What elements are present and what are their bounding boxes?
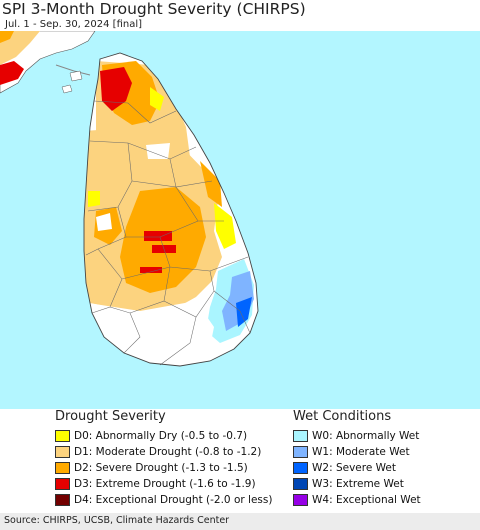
legend-label-w0: W0: Abnormally Wet xyxy=(312,430,420,442)
legend-item-w0: W0: Abnormally Wet xyxy=(293,428,421,444)
india-drought-patch xyxy=(0,31,40,65)
swatch-w1 xyxy=(293,446,308,458)
legend-item-w4: W4: Exceptional Wet xyxy=(293,492,421,508)
swatch-d2 xyxy=(55,462,70,474)
swatch-d1 xyxy=(55,446,70,458)
normal-pocket-west xyxy=(96,213,112,231)
d3-northwest xyxy=(100,67,132,111)
swatch-w2 xyxy=(293,462,308,474)
india-extreme-patch xyxy=(0,61,24,85)
legend-item-w1: W1: Moderate Wet xyxy=(293,444,421,460)
legend-label-w1: W1: Moderate Wet xyxy=(312,446,410,458)
d0-east xyxy=(214,203,236,249)
sri-lanka-outline xyxy=(83,52,259,367)
legend-wet-heading: Wet Conditions xyxy=(293,409,392,424)
legend-item-d2: D2: Severe Drought (-1.3 to -1.5) xyxy=(55,460,272,476)
adams-bridge xyxy=(55,64,91,76)
drought-fill xyxy=(84,61,254,366)
legend-label-d0: D0: Abnormally Dry (-0.5 to -0.7) xyxy=(74,430,248,442)
legend-label-w4: W4: Exceptional Wet xyxy=(312,494,421,506)
drought-map xyxy=(0,31,480,409)
swatch-w3 xyxy=(293,478,308,490)
india-severe-patch xyxy=(0,31,14,43)
jaffna-islet-b xyxy=(61,84,73,94)
legend-wet: Wet Conditions W0: Abnormally Wet W1: Mo… xyxy=(293,409,421,508)
d3-central-c xyxy=(140,267,162,273)
legend-item-d0: D0: Abnormally Dry (-0.5 to -0.7) xyxy=(55,428,272,444)
legend-label-d3: D3: Extreme Drought (-1.6 to -1.9) xyxy=(74,478,256,490)
legend-item-d4: D4: Exceptional Drought (-2.0 or less) xyxy=(55,492,272,508)
d0-north xyxy=(150,87,164,111)
swatch-d3 xyxy=(55,478,70,490)
legend-label-w3: W3: Extreme Wet xyxy=(312,478,404,490)
footer: Source: CHIRPS, UCSB, Climate Hazards Ce… xyxy=(0,513,480,530)
map-title: SPI 3-Month Drought Severity (CHIRPS) xyxy=(2,0,306,18)
d2-east xyxy=(200,161,222,207)
ocean xyxy=(0,31,480,409)
legend-label-d2: D2: Severe Drought (-1.3 to -1.5) xyxy=(74,462,248,474)
legend-drought-heading: Drought Severity xyxy=(55,409,166,424)
swatch-w4 xyxy=(293,494,308,506)
legend-label-d4: D4: Exceptional Drought (-2.0 or less) xyxy=(74,494,273,506)
legend-item-d1: D1: Moderate Drought (-0.8 to -1.2) xyxy=(55,444,272,460)
swatch-d0 xyxy=(55,430,70,442)
map-subtitle: Jul. 1 - Sep. 30, 2024 [final] xyxy=(5,19,143,30)
legend-item-w3: W3: Extreme Wet xyxy=(293,476,421,492)
legend: Drought Severity D0: Abnormally Dry (-0.… xyxy=(0,409,480,513)
swatch-w0 xyxy=(293,430,308,442)
w2-southeast xyxy=(236,297,252,327)
source-credit: Source: CHIRPS, UCSB, Climate Hazards Ce… xyxy=(4,515,230,526)
jaffna-islet-a xyxy=(69,70,83,82)
district-boundaries xyxy=(85,100,251,366)
normal-pocket-north xyxy=(146,143,170,159)
d0-west xyxy=(88,191,100,207)
swatch-d4 xyxy=(55,494,70,506)
legend-label-w2: W2: Severe Wet xyxy=(312,462,396,474)
legend-drought: Drought Severity D0: Abnormally Dry (-0.… xyxy=(55,409,272,508)
legend-item-w2: W2: Severe Wet xyxy=(293,460,421,476)
legend-label-d1: D1: Moderate Drought (-0.8 to -1.2) xyxy=(74,446,262,458)
legend-item-d3: D3: Extreme Drought (-1.6 to -1.9) xyxy=(55,476,272,492)
d3-central-a xyxy=(144,231,172,241)
